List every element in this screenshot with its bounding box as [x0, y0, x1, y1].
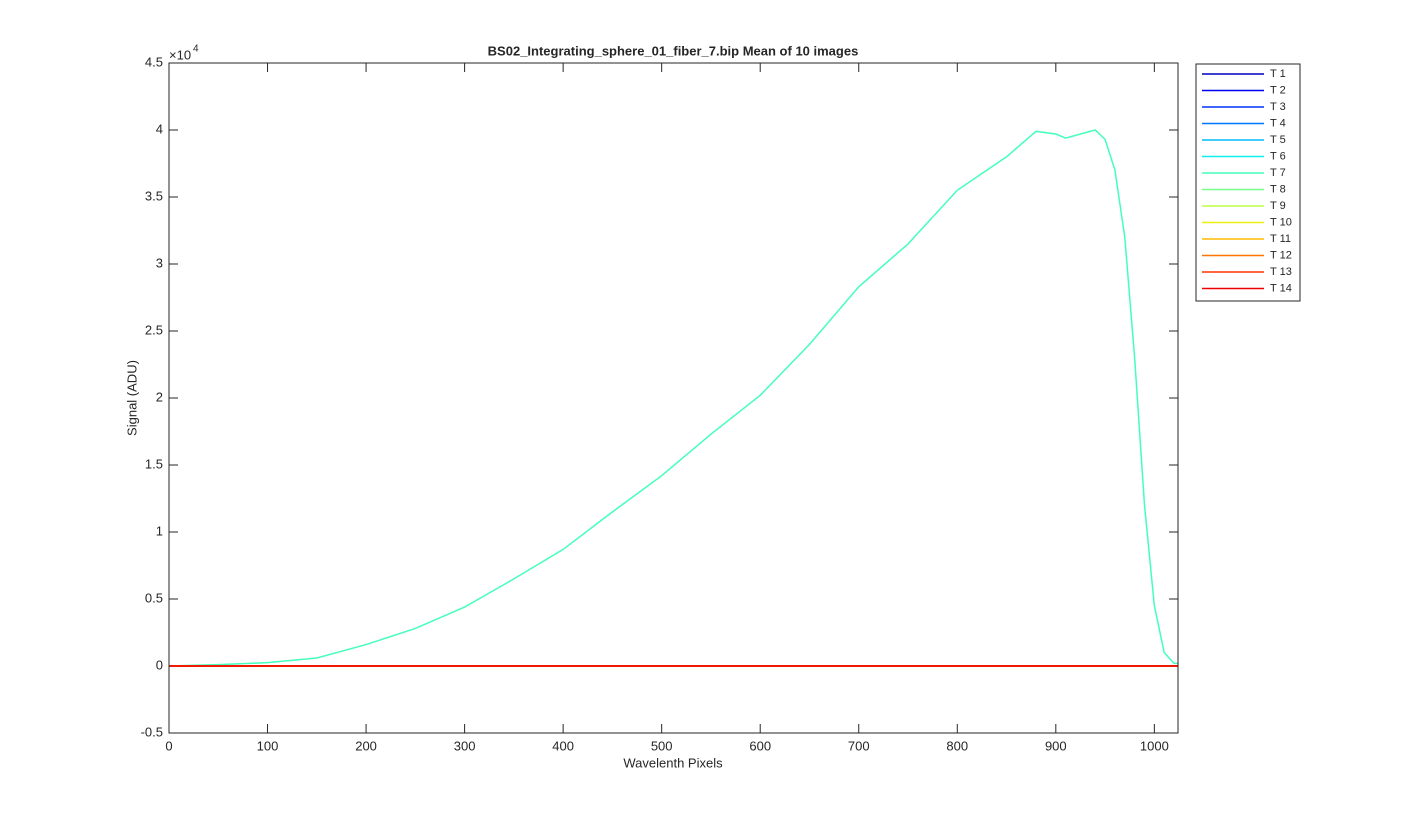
y-tick-label: 4: [156, 121, 163, 136]
x-tick-label: 0: [165, 738, 172, 753]
legend-box: [1195, 63, 1301, 302]
legend-label: T 6: [1270, 150, 1286, 162]
x-tick-label: 900: [1045, 738, 1067, 753]
legend-label: T 11: [1270, 233, 1291, 245]
y-axis-label: Signal (ADU): [124, 360, 139, 436]
y-tick-label: 3.5: [145, 188, 163, 203]
legend-label: T 8: [1270, 183, 1286, 195]
legend-label: T 10: [1270, 216, 1292, 228]
legend-label: T 5: [1270, 134, 1286, 146]
x-tick-label: 200: [355, 738, 377, 753]
y-tick-label: 1: [156, 523, 163, 538]
chart-title: BS02_Integrating_sphere_01_fiber_7.bip M…: [488, 43, 859, 58]
y-tick-label: 1.5: [145, 456, 163, 471]
x-axis-label: Wavelenth Pixels: [623, 755, 723, 770]
y-tick-label: 0: [156, 657, 163, 672]
x-tick-label: 600: [749, 738, 771, 753]
axes-box: [168, 62, 1179, 734]
legend-label: T 3: [1270, 101, 1286, 113]
legend-label: T 12: [1270, 249, 1292, 261]
y-tick-label: -0.5: [141, 724, 163, 739]
legend-label: T 1: [1270, 68, 1286, 80]
x-tick-label: 1000: [1140, 738, 1169, 753]
series-line: [168, 129, 1178, 667]
y-tick-label: 3: [156, 255, 163, 270]
y-tick-label: 4.5: [145, 54, 163, 69]
y-tick-label: 2.5: [145, 322, 163, 337]
x-tick-label: 700: [848, 738, 870, 753]
legend-label: T 13: [1270, 266, 1292, 278]
y-multiplier-exponent: 4: [193, 44, 199, 55]
y-tick-label: 2: [156, 389, 163, 404]
x-tick-label: 100: [257, 738, 279, 753]
legend-label: T 14: [1270, 282, 1292, 294]
y-tick-label: 0.5: [145, 590, 163, 605]
legend-label: T 4: [1270, 117, 1286, 129]
plot-area: [169, 63, 1178, 733]
legend-label: T 7: [1270, 167, 1286, 179]
x-tick-label: 800: [946, 738, 968, 753]
x-tick-label: 500: [651, 738, 673, 753]
x-tick-label: 300: [454, 738, 476, 753]
x-tick-label: 400: [552, 738, 574, 753]
y-multiplier: ×10: [169, 47, 191, 62]
legend-label: T 2: [1270, 84, 1286, 96]
legend-label: T 9: [1270, 200, 1286, 212]
